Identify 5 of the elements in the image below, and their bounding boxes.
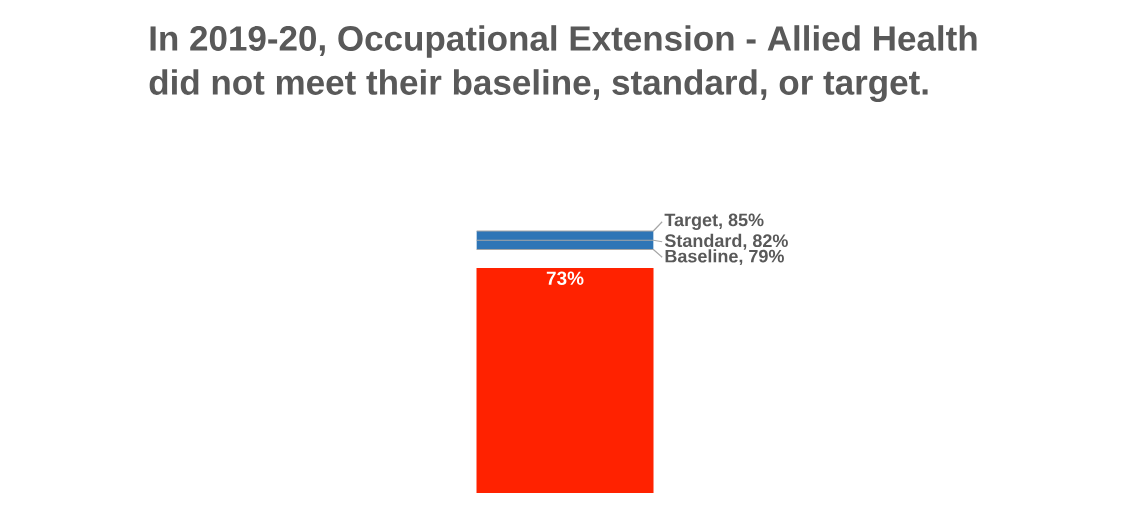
ref-line-label: Target, 85% [664,213,764,230]
data-label: 73% [546,271,584,285]
chart-title: In 2019-20, Occupational Extension - Allied Health did not meet their baseline, standard, or target. [149,25,977,102]
ref-line-label: Standard, 82% [664,233,788,250]
ref-line-label: Baseline, 79% [665,249,784,266]
